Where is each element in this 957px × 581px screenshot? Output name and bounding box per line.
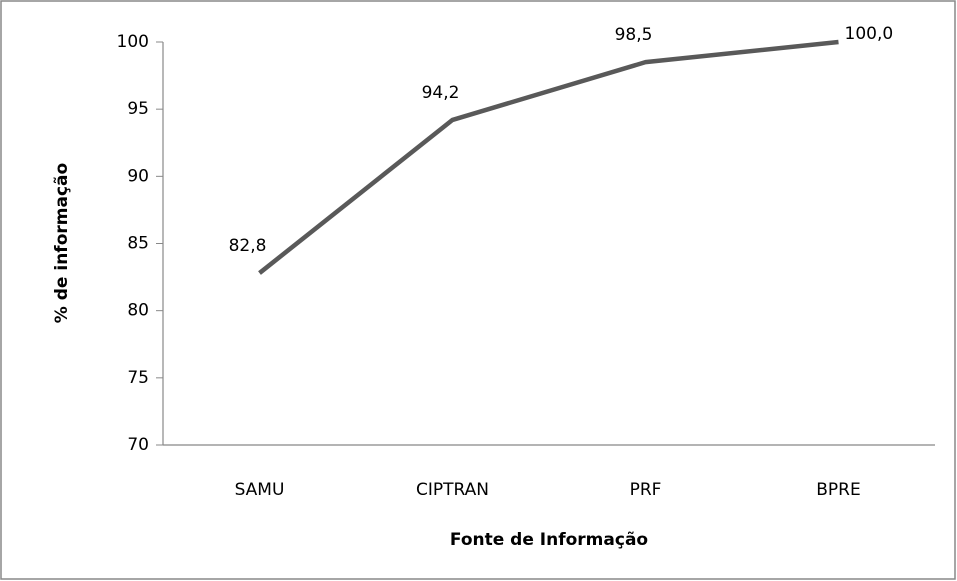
y-tick-label: 95: [127, 99, 149, 119]
data-label: 94,2: [422, 83, 460, 103]
y-axis-title: % de informação: [52, 163, 72, 323]
y-tick-label: 75: [127, 368, 149, 388]
data-label: 100,0: [845, 24, 894, 44]
data-label: 98,5: [615, 25, 653, 45]
y-tick-label: 85: [127, 234, 149, 254]
x-tick-label: PRF: [630, 480, 662, 500]
x-tick-label: BPRE: [816, 480, 860, 500]
x-tick-label: SAMU: [235, 480, 285, 500]
y-tick-label: 100: [117, 32, 149, 52]
x-axis-title: Fonte de Informação: [450, 530, 648, 550]
y-tick-label: 90: [127, 166, 149, 186]
data-label: 82,8: [229, 236, 267, 256]
x-tick-label: CIPTRAN: [416, 480, 489, 500]
data-line: [258, 39, 839, 275]
y-tick-label: 70: [127, 435, 149, 455]
y-tick-label: 80: [127, 301, 149, 321]
